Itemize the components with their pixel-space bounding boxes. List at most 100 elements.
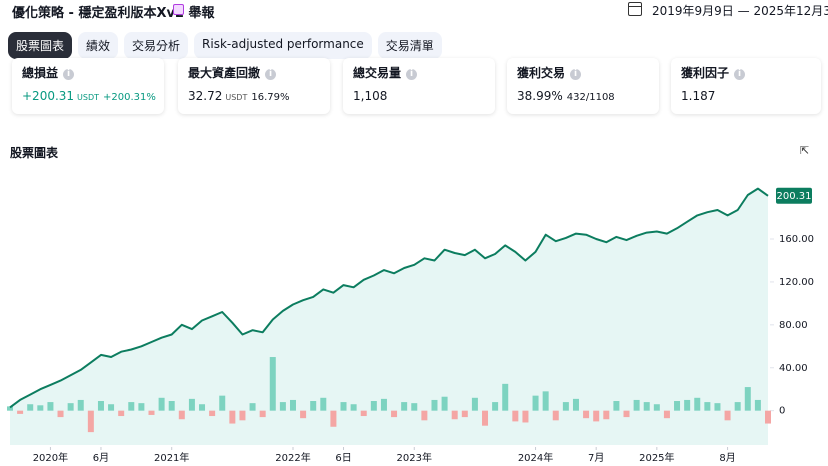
metric-card: 最大資產回撤 i 32.72 USDT 16.79% [178, 58, 330, 114]
trade-bar [128, 402, 135, 411]
metric-extra: 16.79% [251, 92, 290, 103]
strategy-title: 優化策略 - 穩定盈利版本Xv2 舉報 [12, 6, 215, 21]
trade-bar [138, 403, 145, 411]
trade-bar [714, 403, 721, 411]
trade-bar [441, 396, 448, 411]
calendar-icon[interactable] [628, 2, 642, 16]
trade-bar [431, 399, 438, 411]
metric-card: 獲利交易 i 38.99% 432/1108 [507, 58, 659, 114]
x-tick-label: 2024年 [518, 451, 553, 464]
trade-bar [724, 410, 731, 421]
trade-bar [27, 404, 34, 411]
info-icon[interactable]: i [734, 69, 746, 80]
trade-bar [502, 383, 509, 411]
trade-bar [694, 397, 701, 411]
trade-bar [653, 404, 660, 411]
trade-bar [663, 410, 670, 419]
metric-card: 獲利因子 i 1.187 [671, 58, 821, 114]
trade-bar [330, 410, 337, 427]
trade-bar [209, 410, 216, 417]
trade-bar [512, 410, 519, 422]
trade-bar [37, 405, 44, 411]
x-tick-label: 6月 [93, 452, 109, 464]
metric-card: 總損益 i +200.31 USDT +200.31% [12, 58, 164, 114]
x-tick-label: 2021年 [154, 451, 189, 464]
trade-bar [542, 391, 549, 411]
y-tick-label: 160.00 [779, 234, 814, 245]
metric-label-row: 獲利因子 i [681, 64, 811, 81]
trade-bar [572, 398, 579, 411]
metric-value-row: 1.187 [681, 89, 811, 103]
trade-bar [47, 402, 54, 411]
trade-bar [674, 401, 681, 411]
metric-cards: 總損益 i +200.31 USDT +200.31% 最大資產回撤 i 32.72 USDT 1… [0, 58, 828, 118]
trade-bar [350, 404, 357, 411]
trade-bar [148, 410, 155, 415]
date-range[interactable]: 2019年9月9日 — 2025年12月31日 [652, 4, 828, 18]
trade-bar [340, 402, 347, 411]
info-icon[interactable]: i [570, 69, 582, 80]
chart-title: 股票圖表 [10, 146, 59, 160]
trade-bar [744, 387, 751, 411]
trade-bar [461, 410, 468, 418]
trade-bar [633, 399, 640, 411]
trade-bar [229, 410, 236, 424]
metric-value: 32.72 [188, 89, 223, 103]
report-icon[interactable] [173, 4, 184, 15]
info-icon[interactable]: i [406, 69, 418, 80]
metric-value-row: 1,108 [353, 89, 485, 103]
trade-bar [219, 395, 226, 411]
y-tick-label: 80.00 [779, 320, 808, 331]
trade-bar [269, 357, 276, 411]
trade-bar [108, 404, 115, 411]
trade-bar [259, 410, 266, 418]
info-icon[interactable]: i [63, 69, 75, 80]
trade-bar [67, 403, 74, 411]
trade-bar [320, 397, 327, 411]
expand-button[interactable]: ⇱ [800, 144, 810, 157]
x-tick-label: 8月 [719, 452, 735, 464]
y-tick-label: 0 [779, 406, 785, 417]
trade-bar [380, 398, 387, 411]
trade-bar [482, 410, 489, 426]
trade-bar [492, 402, 499, 411]
tab[interactable]: Risk-adjusted performance [194, 32, 372, 59]
trade-bar [391, 410, 398, 418]
metric-label-row: 最大資產回撤 i [188, 64, 320, 81]
trade-bar [77, 399, 84, 411]
info-icon[interactable]: i [265, 69, 277, 80]
metric-label: 總交易量 [353, 66, 402, 80]
last-value-label: 200.31 [777, 191, 812, 202]
x-tick-label: 6日 [335, 453, 351, 464]
tab[interactable]: 績效 [78, 32, 119, 59]
equity-line [9, 187, 769, 409]
x-tick-label: 2025年 [639, 451, 674, 464]
trade-bar [613, 401, 620, 411]
trade-bar [562, 402, 569, 411]
trade-bar [300, 410, 307, 419]
trade-bar [684, 399, 691, 411]
trade-bar [57, 410, 64, 418]
tab[interactable]: 交易清單 [377, 32, 442, 59]
trade-bar [188, 398, 195, 411]
metric-label: 獲利交易 [517, 66, 566, 80]
x-tick-label: 2020年 [33, 451, 68, 464]
trade-bar [411, 403, 418, 411]
trade-bar [593, 410, 600, 422]
trade-bar [289, 399, 296, 411]
trade-bar [471, 397, 478, 411]
trade-bar [239, 410, 246, 421]
dropdown-chevron[interactable]: ⌄ [187, 1, 197, 14]
tab[interactable]: 股票圖表 [8, 32, 73, 59]
trade-bar [532, 395, 539, 411]
metric-label-row: 總交易量 i [353, 64, 485, 81]
trade-bar [603, 410, 610, 420]
y-tick-label: 40.00 [779, 363, 808, 374]
trade-bar [552, 410, 559, 421]
metric-label: 最大資產回撤 [188, 66, 261, 80]
x-tick-label: 2023年 [397, 451, 432, 464]
trade-bar [522, 410, 529, 423]
metric-label: 獲利因子 [681, 66, 730, 80]
tab[interactable]: 交易分析 [124, 32, 189, 59]
